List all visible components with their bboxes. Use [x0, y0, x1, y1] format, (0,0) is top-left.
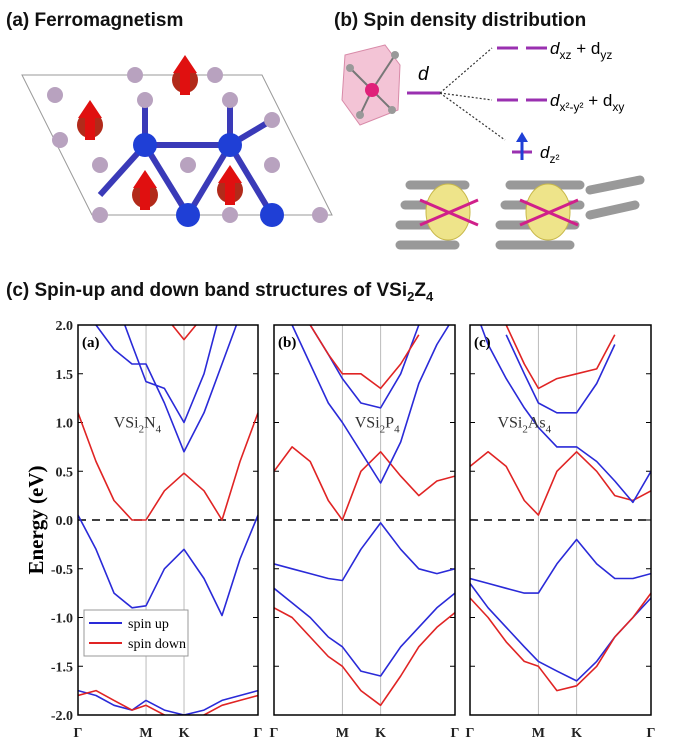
lattice-illustration	[21, 55, 333, 227]
x-tick-label: Γ	[270, 726, 279, 741]
band	[274, 446, 455, 521]
orbital-label: dxz + dyz	[550, 39, 612, 62]
y-tick-label: 0.5	[56, 465, 74, 480]
band	[123, 325, 218, 424]
orbital-label: dx²-y² + dxy	[550, 91, 624, 114]
legend-label: spin up	[128, 617, 169, 632]
band	[78, 689, 258, 715]
band-annotation: VSi2N4	[114, 414, 162, 435]
y-axis-label: Energy (eV)	[24, 465, 48, 574]
band	[470, 592, 651, 692]
legend-label: spin down	[128, 637, 186, 652]
band	[274, 587, 455, 677]
plot-frame	[469, 324, 652, 716]
band-annotation: VSi2P4	[355, 414, 400, 435]
band	[78, 689, 258, 715]
orbital-diagram: d dxz + dyz dx²-y² + dxy dz²	[341, 39, 624, 166]
band	[470, 582, 651, 682]
level-label: d	[418, 64, 430, 85]
panel-title: (c) Spin-up and down band structures of …	[6, 280, 434, 304]
y-tick-label: -2.0	[51, 709, 73, 724]
y-tick-label: -0.5	[51, 563, 73, 578]
x-tick-label: Γ	[74, 726, 83, 741]
panel-label: (a)	[82, 335, 100, 351]
plot-frame	[273, 324, 456, 716]
band	[479, 325, 651, 504]
x-tick-label: K	[179, 726, 190, 741]
x-tick-label: K	[375, 726, 386, 741]
panel-label: (c)	[474, 335, 491, 351]
y-tick-label: 1.5	[56, 368, 74, 383]
band	[171, 325, 198, 341]
panel-label: (b)	[278, 335, 296, 351]
plot-frame	[77, 324, 259, 716]
band	[291, 325, 450, 484]
panel-title: (b) Spin density distribution	[334, 10, 586, 31]
band-annotation: VSi2As4	[497, 414, 551, 435]
x-tick-label: M	[336, 726, 349, 741]
band	[274, 607, 455, 707]
y-tick-label: -1.5	[51, 660, 73, 675]
band	[505, 325, 616, 390]
band	[470, 451, 651, 516]
y-tick-label: 2.0	[56, 319, 74, 334]
x-tick-label: Γ	[451, 726, 460, 741]
x-tick-label: M	[532, 726, 545, 741]
spin-density-illustration	[395, 175, 645, 250]
orbital-label: dz²	[540, 143, 559, 166]
x-tick-label: K	[571, 726, 582, 741]
x-tick-label: Γ	[466, 726, 475, 741]
band	[78, 514, 258, 617]
y-tick-label: -1.0	[51, 612, 73, 627]
band	[78, 412, 258, 521]
band	[95, 325, 238, 453]
x-tick-label: Γ	[647, 726, 656, 741]
band	[309, 325, 420, 390]
band	[309, 325, 420, 409]
y-tick-label: 0.0	[56, 514, 74, 529]
band	[505, 334, 616, 414]
band	[470, 538, 651, 594]
y-tick-label: 1.0	[56, 417, 74, 432]
x-tick-label: M	[139, 726, 152, 741]
band	[274, 522, 455, 582]
legend-box	[83, 609, 189, 657]
x-tick-label: Γ	[254, 726, 263, 741]
panel-title: (a) Ferromagnetism	[6, 10, 183, 31]
